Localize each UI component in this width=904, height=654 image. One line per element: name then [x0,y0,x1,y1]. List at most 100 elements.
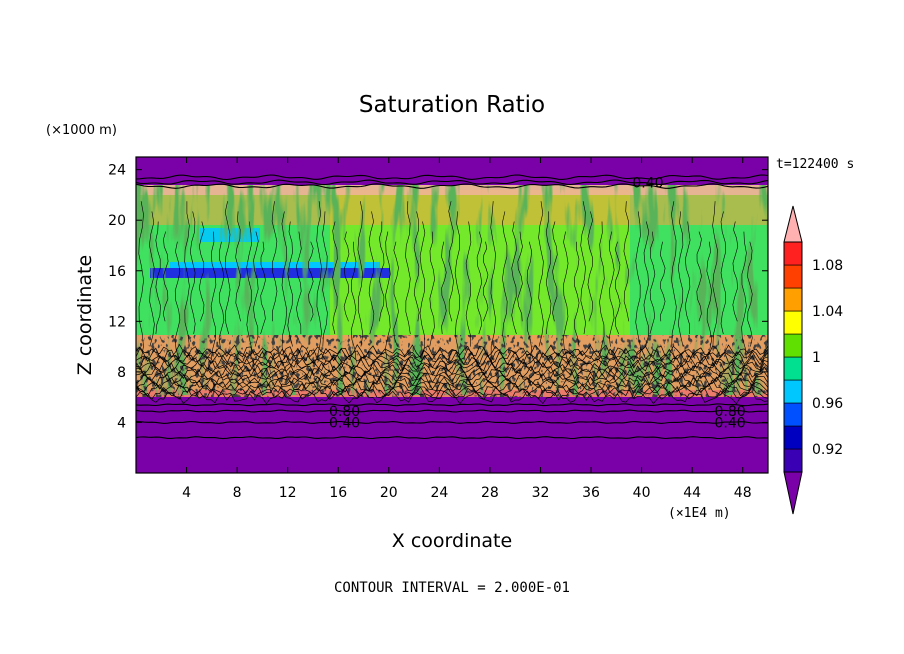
colorbar-box [783,287,803,312]
contour-line-vertical [271,201,278,322]
contour-line-vertical [448,201,454,322]
contour-line-vertical [287,221,293,347]
colorbar-box [783,241,803,266]
contour-line-vertical [677,211,684,347]
contour-line-vertical [308,241,314,322]
x-tick-label: 12 [279,485,297,501]
contour-line-vertical [198,221,205,322]
contour-line-vertical [322,211,328,347]
x-tick-label: 4 [182,485,191,501]
contour-line-lower [136,420,768,424]
contour-line-upper [136,179,768,186]
contour-line-vertical [368,211,375,335]
contour-line-lower [136,403,768,407]
colorbar-tick-label: 0.92 [812,442,843,458]
colorbar-tick-label: 0.96 [812,396,843,412]
colorbar: 1.08 1.04 1 0.96 0.92 [783,205,843,515]
contour-line-vertical [405,201,411,335]
contour-line-vertical [419,221,426,360]
contour-line-vertical [614,241,621,335]
contour-line-vertical [580,201,586,335]
chart-title: Saturation Ratio [359,92,545,118]
colorbar-frame [783,241,803,473]
contour-line-vertical [562,231,569,360]
contour-line-vertical [552,221,558,322]
contour-line-vertical [210,231,217,360]
contour-line-mixed [136,354,768,370]
contour-line-vertical [720,211,726,335]
contour-line-vertical [281,211,288,360]
contour-line-mixed [136,357,768,373]
plot-frame [135,156,769,474]
contour-line-lower [136,436,768,440]
contour-line-vertical [635,211,641,360]
contour-line-vertical [747,241,753,347]
colorbar-box [783,379,803,404]
contour-line-vertical [138,201,144,360]
contour-lines [136,174,768,440]
contour-line-vertical [696,231,702,322]
contour-line-upper [136,183,768,189]
contour-label: 0.80 [329,404,360,420]
contour-line-vertical [260,241,266,335]
contour-line-vertical [502,211,508,347]
contour-line-vertical [454,211,461,360]
contour-line-vertical [343,231,350,322]
contour-line-vertical [174,241,181,360]
contour-line-vertical [623,201,630,322]
colorbar-box [783,402,803,427]
contour-line-vertical [316,201,322,360]
y-unit-label: (×1000 m) [46,123,117,138]
contour-line-mixed [136,350,768,366]
contour-line-vertical [184,201,190,347]
time-label: t=122400 s [776,157,854,172]
y-axis-title: Z coordinate [74,255,96,375]
colorbar-box [783,425,803,450]
contour-line-vertical [482,241,489,322]
colorbar-high-arrow [783,205,803,243]
contour-line-vertical [574,241,580,347]
y-axis: 4 8 12 16 20 24 [108,163,768,431]
contour-line-vertical [684,221,691,335]
contour-line-mixed [136,386,768,401]
x-tick-label: 32 [532,485,550,501]
x-tick-label: 20 [380,485,398,501]
contour-line-mixed [136,390,768,405]
colorbar-box [783,448,803,473]
contour-line-vertical [235,211,241,322]
contour-line-vertical [659,241,666,322]
y-tick-label: 20 [108,213,126,229]
contour-line-vertical [189,211,196,335]
colorbar-tick-label: 1.04 [812,304,843,320]
contour-line-vertical [332,221,338,335]
contour-line-vertical [643,221,650,347]
contour-line-vertical [511,221,517,335]
contour-line-vertical [296,231,302,335]
x-tick-label: 28 [481,485,499,501]
colorbar-box [783,333,803,358]
colorbar-tick-label: 1.08 [812,258,843,274]
contour-line-vertical [155,221,161,335]
x-tick-label: 16 [329,485,347,501]
colorbar-low-arrow [783,471,803,515]
y-tick-label: 24 [108,163,126,179]
contour-line-upper [136,174,768,181]
contour-line-vertical [413,211,420,322]
colorbar-box [783,356,803,381]
contour-line-mixed [136,343,768,359]
contour-line-vertical [162,231,169,322]
contour-line-vertical [526,241,533,360]
texture-speckle [136,335,768,397]
contour-line-vertical [385,231,391,360]
contour-line-vertical [517,231,523,322]
contour-line-vertical [599,221,605,360]
contour-line-vertical [649,231,656,335]
y-tick-label: 4 [117,415,126,431]
contour-line-mixed [136,347,768,363]
y-tick-label: 12 [108,314,126,330]
contour-line-mixed [136,368,768,384]
contour-line-vertical [706,241,713,360]
contour-line-vertical [378,221,385,322]
x-axis: 4 8 12 16 20 24 28 32 36 40 44 48 [182,157,752,501]
